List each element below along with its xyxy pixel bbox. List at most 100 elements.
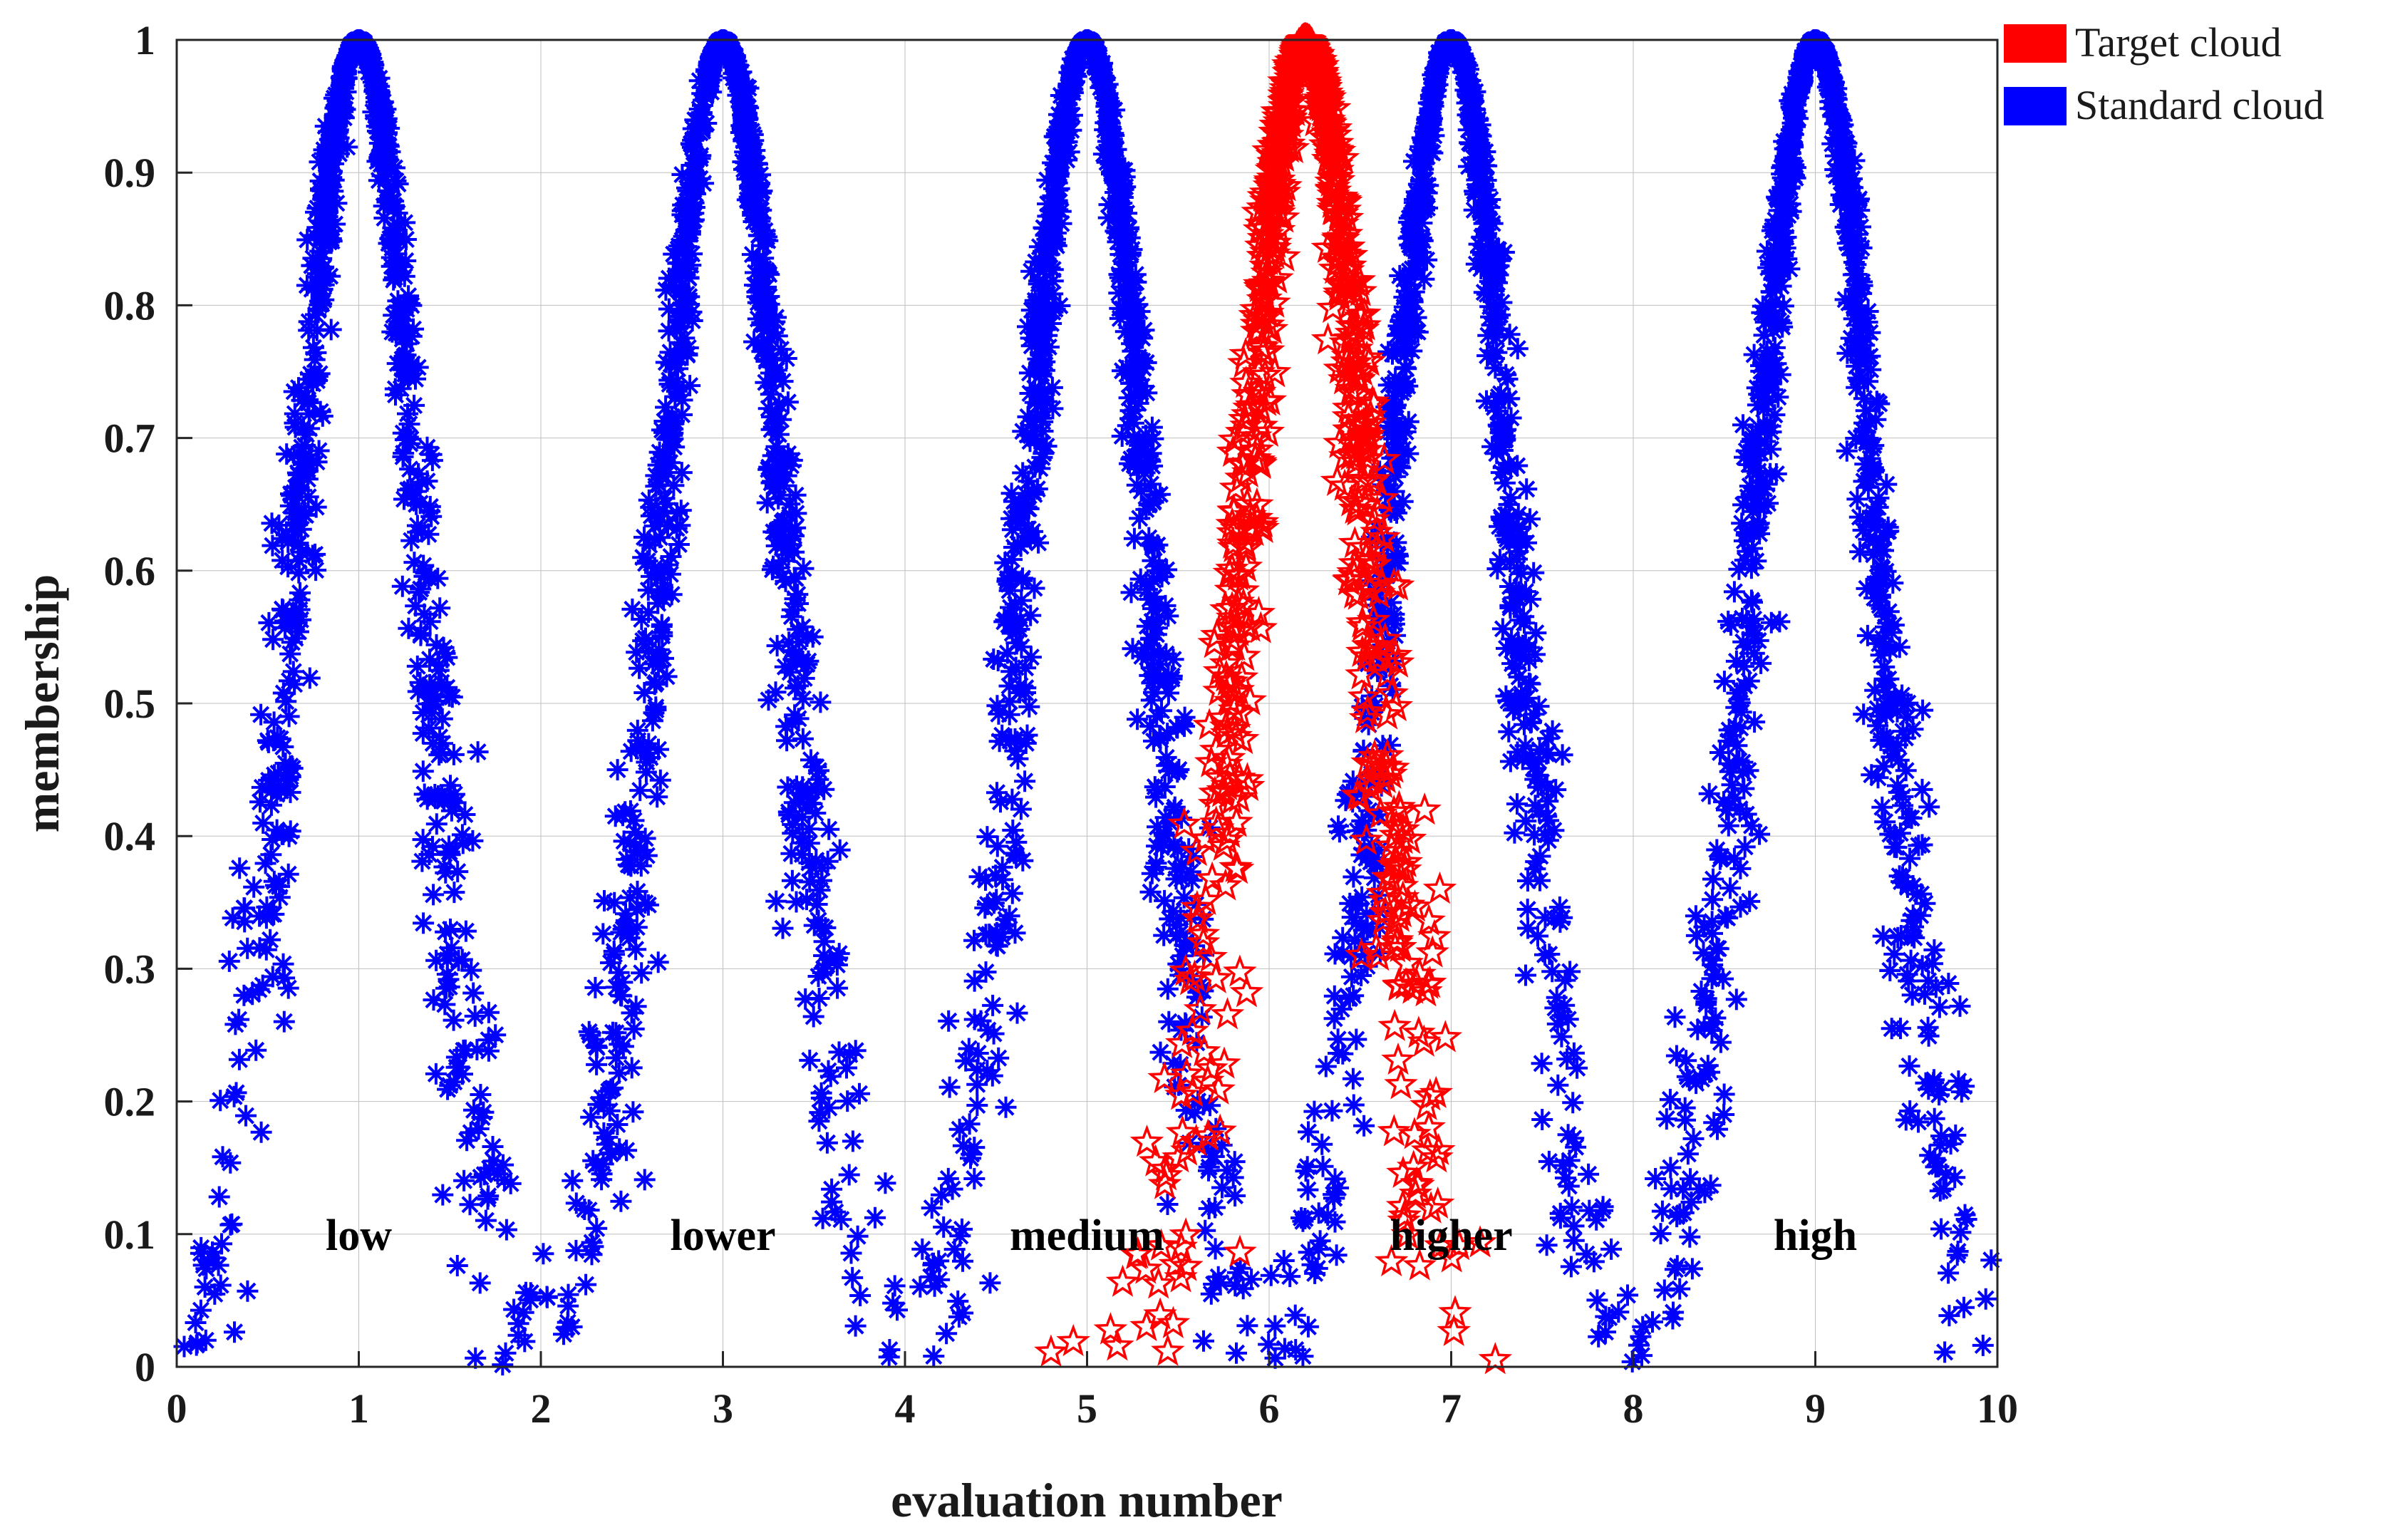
standard-cloud-point (470, 1166, 492, 1188)
standard-cloud-point (1327, 1028, 1349, 1050)
standard-cloud-point (1409, 195, 1431, 217)
standard-cloud-point (1474, 141, 1496, 162)
standard-cloud-point (1732, 631, 1754, 653)
standard-cloud-point (1462, 90, 1484, 112)
standard-cloud-point (1515, 695, 1537, 717)
standard-cloud-point (1298, 1121, 1319, 1143)
standard-cloud-point (626, 899, 648, 921)
standard-cloud-point (813, 945, 835, 966)
standard-cloud-point (1930, 1125, 1953, 1147)
standard-cloud-point (650, 562, 672, 584)
standard-cloud-point (1140, 473, 1162, 495)
standard-cloud-point (1947, 1241, 1969, 1262)
standard-cloud-point (1005, 831, 1028, 853)
standard-cloud-point (260, 794, 282, 816)
standard-cloud-point (1787, 66, 1809, 88)
standard-cloud-point (1114, 160, 1136, 182)
standard-cloud-point (782, 822, 804, 844)
standard-cloud-point (1112, 298, 1134, 320)
standard-cloud-point (210, 1090, 232, 1112)
standard-cloud-point (1023, 483, 1045, 505)
standard-cloud-point (553, 1323, 574, 1345)
standard-cloud-point (1324, 1168, 1346, 1190)
standard-cloud-point (1424, 86, 1447, 108)
standard-cloud-point (1508, 666, 1530, 688)
standard-cloud-point (237, 1280, 259, 1302)
standard-cloud-point (1868, 487, 1890, 509)
standard-cloud-point (1224, 1151, 1246, 1173)
standard-cloud-point (428, 654, 450, 676)
standard-cloud-point (1495, 363, 1517, 386)
standard-cloud-point (1384, 552, 1406, 574)
standard-cloud-point (1108, 282, 1130, 304)
standard-cloud-point (631, 609, 653, 630)
standard-cloud-point (459, 1194, 481, 1216)
standard-cloud-point (667, 378, 689, 399)
standard-cloud-point (1236, 1315, 1258, 1337)
standard-cloud-point (743, 130, 765, 152)
standard-cloud-point (626, 641, 648, 663)
standard-cloud-point (281, 485, 303, 507)
standard-cloud-point (1154, 594, 1176, 616)
standard-cloud-point (202, 1241, 224, 1263)
standard-cloud-point (1093, 77, 1115, 99)
standard-cloud-point (1304, 1262, 1326, 1284)
standard-cloud-point (635, 552, 656, 574)
standard-cloud-point (368, 67, 391, 89)
standard-cloud-point (1750, 652, 1772, 674)
standard-cloud-point (1693, 916, 1715, 938)
standard-cloud-point (998, 691, 1020, 713)
standard-cloud-point (1764, 404, 1786, 426)
standard-cloud-point (1557, 1124, 1579, 1146)
standard-cloud-point (1504, 822, 1526, 844)
standard-cloud-point (1764, 219, 1786, 241)
standard-cloud-point (970, 1010, 992, 1032)
standard-cloud-point (968, 866, 991, 888)
standard-cloud-point (1297, 1179, 1319, 1201)
standard-cloud-point (1036, 169, 1058, 191)
standard-cloud-point (1922, 953, 1943, 975)
standard-cloud-point (309, 363, 331, 385)
standard-cloud-point (1534, 906, 1556, 929)
standard-cloud-point (1873, 755, 1895, 777)
standard-cloud-point (1972, 1334, 1994, 1356)
standard-cloud-point (593, 1122, 615, 1144)
standard-cloud-point (1578, 1163, 1600, 1185)
standard-cloud-point (1537, 728, 1558, 750)
standard-cloud-point (757, 331, 780, 353)
standard-cloud-point (765, 681, 787, 703)
standard-cloud-point (387, 173, 409, 195)
standard-cloud-point (1224, 1185, 1246, 1206)
standard-cloud-point (1048, 165, 1070, 187)
standard-cloud-point (1693, 1016, 1715, 1038)
standard-cloud-point (1779, 193, 1801, 215)
standard-cloud-point (612, 918, 634, 940)
standard-cloud-point (774, 530, 796, 552)
standard-cloud-point (436, 963, 458, 986)
standard-cloud-point (1154, 671, 1176, 693)
standard-cloud-point (294, 386, 316, 408)
standard-cloud-point (653, 588, 674, 610)
standard-cloud-point (1035, 435, 1057, 458)
standard-cloud-point (1851, 237, 1873, 259)
standard-cloud-point (1560, 1256, 1582, 1278)
standard-cloud-point (1933, 1178, 1955, 1200)
standard-cloud-point (1545, 779, 1567, 801)
standard-cloud-point (1725, 650, 1747, 672)
standard-cloud-point (1364, 695, 1386, 716)
target-cloud-point (1201, 1072, 1236, 1105)
standard-cloud-point (605, 1047, 627, 1069)
standard-cloud-point (1407, 250, 1429, 272)
standard-cloud-point (966, 1095, 988, 1116)
standard-cloud-point (1344, 929, 1366, 951)
standard-cloud-point (1876, 681, 1898, 703)
standard-cloud-point (637, 579, 659, 601)
standard-cloud-point (388, 295, 410, 317)
standard-cloud-point (1139, 589, 1161, 610)
standard-cloud-point (1534, 824, 1556, 846)
standard-cloud-point (308, 440, 330, 462)
standard-cloud-point (809, 1102, 831, 1124)
standard-cloud-point (1171, 853, 1193, 875)
standard-cloud-point (1486, 263, 1508, 285)
standard-cloud-point (1918, 796, 1940, 818)
